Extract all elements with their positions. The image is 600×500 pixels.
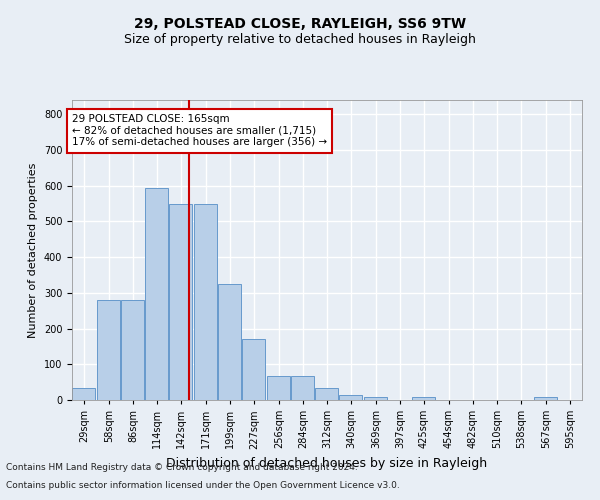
Bar — [267, 376, 290, 400]
Text: 29 POLSTEAD CLOSE: 165sqm
← 82% of detached houses are smaller (1,715)
17% of se: 29 POLSTEAD CLOSE: 165sqm ← 82% of detac… — [72, 114, 327, 148]
Bar — [291, 376, 314, 400]
Bar — [534, 397, 557, 400]
Text: Size of property relative to detached houses in Rayleigh: Size of property relative to detached ho… — [124, 32, 476, 46]
Text: Contains public sector information licensed under the Open Government Licence v3: Contains public sector information licen… — [6, 481, 400, 490]
Bar — [339, 396, 362, 400]
Text: Contains HM Land Registry data © Crown copyright and database right 2024.: Contains HM Land Registry data © Crown c… — [6, 464, 358, 472]
Bar — [315, 388, 338, 400]
Y-axis label: Number of detached properties: Number of detached properties — [28, 162, 38, 338]
X-axis label: Distribution of detached houses by size in Rayleigh: Distribution of detached houses by size … — [166, 457, 488, 470]
Bar — [145, 188, 168, 400]
Bar — [194, 204, 217, 400]
Text: 29, POLSTEAD CLOSE, RAYLEIGH, SS6 9TW: 29, POLSTEAD CLOSE, RAYLEIGH, SS6 9TW — [134, 18, 466, 32]
Bar — [218, 284, 241, 400]
Bar — [169, 204, 193, 400]
Bar — [97, 300, 120, 400]
Bar — [72, 388, 95, 400]
Bar — [412, 397, 436, 400]
Bar — [364, 397, 387, 400]
Bar — [121, 300, 144, 400]
Bar — [242, 340, 265, 400]
